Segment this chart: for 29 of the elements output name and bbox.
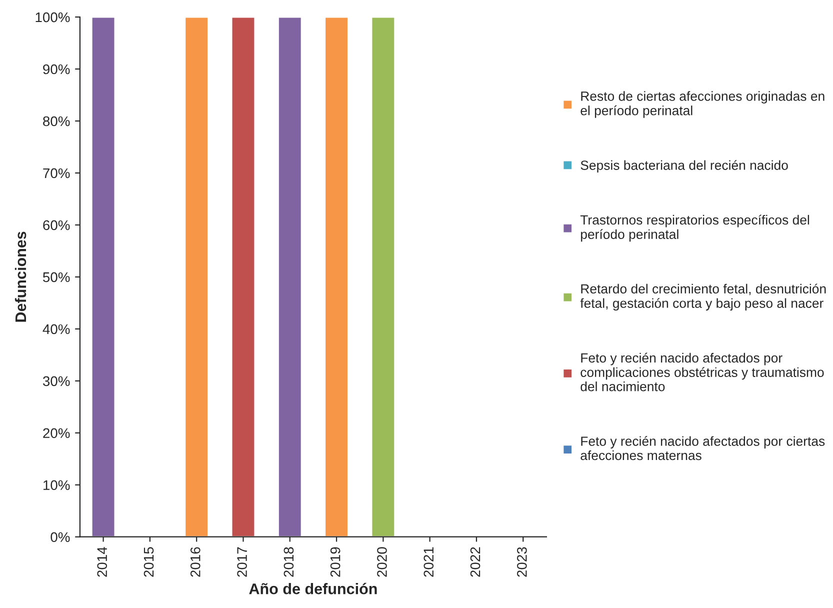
y-axis-title: Defunciones: [14, 232, 26, 322]
legend-label: Resto de ciertas afecciones originadas en el período perinatal: [580, 91, 824, 118]
x-tick-label: 2015: [144, 547, 154, 577]
x-tick-label: 2021: [424, 547, 434, 577]
legend-label: Retardo del crecimiento fetal, desnutrición fetal, gestación corta y bajo peso al nacer: [580, 284, 826, 311]
x-tick-label: 2018: [284, 547, 294, 577]
y-tick-label: 70%: [43, 168, 70, 178]
y-tick-label: 40%: [42, 324, 70, 334]
y-tick-label: 0%: [50, 532, 70, 542]
x-tick-label: 2023: [517, 547, 527, 577]
x-tick-label: 2014: [97, 546, 108, 577]
x-tick-label: 2022: [470, 547, 480, 577]
legend-label: Feto y recién nacido afectados por complicaciones obstétricas y traumatismo del nacimiento: [580, 352, 824, 392]
legend-label: Trastornos respiratorios específicos del período perinatal: [580, 214, 810, 242]
y-tick-label: 60%: [43, 220, 70, 230]
y-tick-label: 80%: [43, 116, 70, 126]
y-tick-label: 50%: [43, 272, 70, 282]
y-tick-label: 20%: [43, 428, 70, 438]
x-tick-label: 2016: [190, 547, 200, 577]
y-tick-label: 30%: [42, 376, 70, 386]
legend-label: Sepsis bacteriana del recién nacido: [580, 160, 788, 173]
y-tick-label: 100%: [36, 12, 70, 22]
legend-label: Feto y recién nacido afectados por ciertas afecciones maternas: [580, 436, 825, 460]
y-tick-label: 90%: [43, 64, 70, 74]
x-tick-label: 2017: [237, 547, 247, 577]
x-axis-title: Año de defunción: [249, 582, 377, 594]
x-tick-label: 2019: [330, 547, 340, 577]
y-tick-label: 10%: [44, 480, 70, 490]
x-tick-label: 2020: [377, 547, 387, 577]
